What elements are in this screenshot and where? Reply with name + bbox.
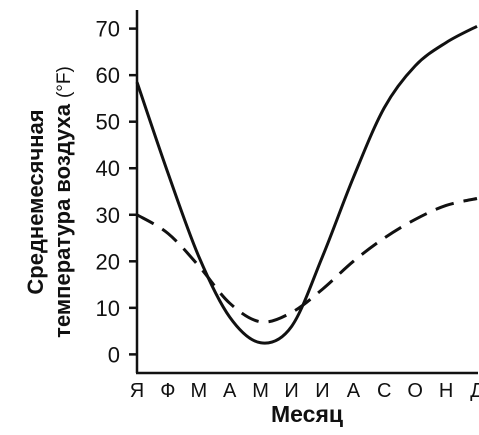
x-tick-label: М: [252, 380, 269, 402]
x-tick-label: Д: [470, 380, 479, 402]
y-tick-label: 10: [96, 296, 120, 321]
y-tick-label: 40: [96, 156, 120, 181]
x-tick-label: С: [377, 380, 391, 402]
y-axis-label-line1: Среднемесячная: [23, 109, 48, 294]
y-tick-label: 0: [108, 342, 120, 367]
y-ticks: 0 10 20 30 40 50 60 70: [96, 17, 137, 367]
series-line-dashed: [136, 197, 478, 324]
y-tick-label: 30: [96, 203, 120, 228]
x-tick-label: Ф: [160, 380, 175, 402]
y-tick-label: 60: [96, 63, 120, 88]
y-tick-label: 50: [96, 110, 120, 135]
x-tick-label: Я: [130, 380, 144, 402]
y-axis-label: Среднемесячная температура воздуха (°F): [23, 66, 75, 338]
y-axis-label-main: температура воздуха: [50, 103, 75, 338]
y-axis-label-unit: (°F): [54, 66, 75, 98]
x-tick-label: О: [407, 380, 423, 402]
x-axis-label: Месяц: [271, 401, 343, 427]
y-tick-label: 20: [96, 249, 120, 274]
x-tick-label: И: [315, 380, 329, 402]
x-tick-label: М: [190, 380, 207, 402]
x-tick-label: Н: [439, 380, 453, 402]
y-tick-label: 70: [96, 17, 120, 42]
series-layer: [135, 24, 478, 345]
x-tick-label: А: [223, 380, 237, 402]
x-tick-label: А: [347, 380, 361, 402]
y-axis-label-line2: температура воздуха (°F): [50, 66, 75, 338]
series-line-solid: [135, 24, 478, 345]
x-tick-label: И: [284, 380, 298, 402]
axes: [135, 10, 478, 375]
